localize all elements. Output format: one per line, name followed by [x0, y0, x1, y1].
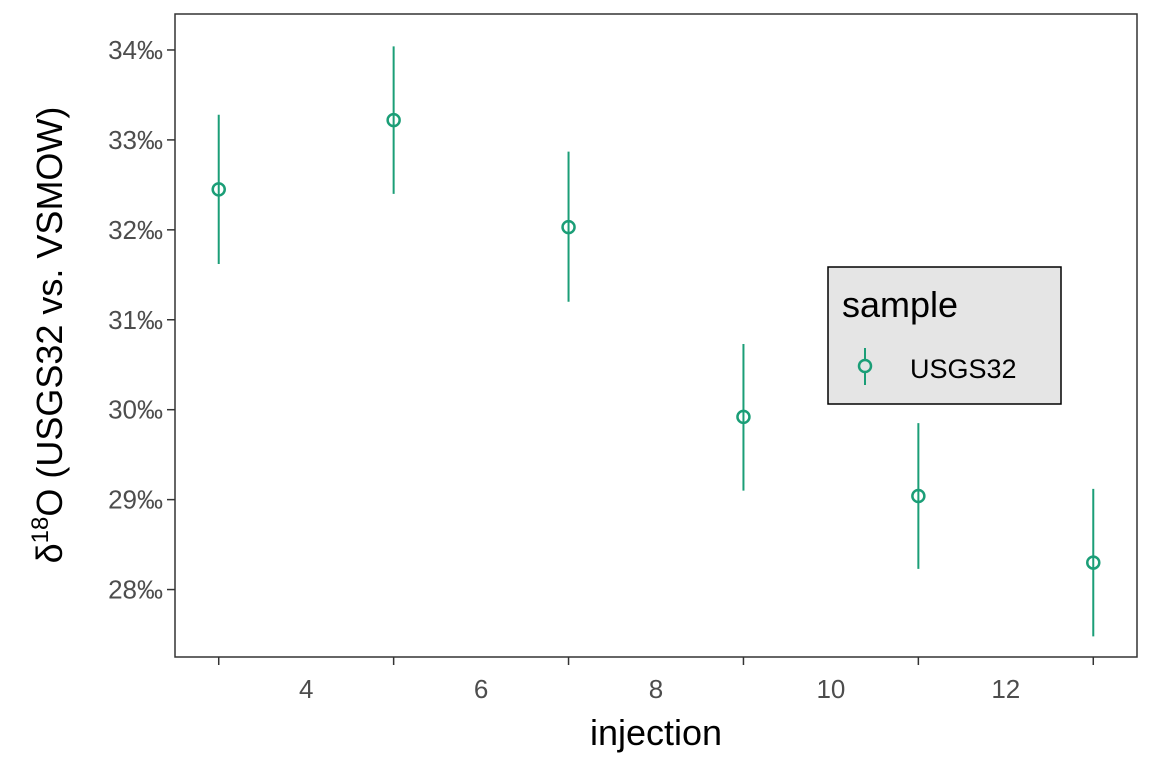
y-tick-label-33: 33‰: [108, 125, 163, 155]
y-tick-label-32: 32‰: [108, 215, 163, 245]
point-5: [386, 112, 401, 128]
y-tick-label-34: 34‰: [108, 35, 163, 65]
x-tick-label-12: 12: [991, 674, 1020, 704]
y-axis-title: δ18O (USGS32 vs. VSMOW): [27, 107, 70, 564]
error-bars: [217, 46, 1095, 637]
legend-box: [827, 266, 1062, 405]
y-tick-label-28: 28‰: [108, 575, 163, 605]
legend-key-marker: [857, 358, 873, 374]
y-axis-title-prefix: δ: [29, 543, 70, 563]
y-tick-label-31: 31‰: [108, 305, 163, 335]
data-points: [211, 112, 1101, 570]
point-3: [211, 182, 226, 197]
x-tick-label-6: 6: [474, 674, 488, 704]
point-13: [1086, 555, 1101, 570]
y-tick-label-29: 29‰: [108, 485, 163, 515]
y-tick-label-30: 30‰: [108, 395, 163, 425]
legend: sample USGS32: [827, 266, 1062, 405]
y-axis: 28‰ 29‰ 30‰ 31‰ 32‰ 33‰ 34‰: [108, 35, 175, 605]
y-axis-title-superscript: 18: [27, 517, 54, 544]
x-axis-title: injection: [590, 712, 722, 753]
x-tick-label-10: 10: [816, 674, 845, 704]
legend-label-usgs32: USGS32: [910, 354, 1017, 384]
x-tick-label-4: 4: [299, 674, 313, 704]
x-axis: 4 6 8 10 12: [217, 657, 1095, 704]
legend-title: sample: [842, 284, 958, 325]
point-7: [561, 219, 576, 235]
point-11: [911, 488, 926, 504]
legend-key-usgs32: [857, 348, 873, 385]
point-9: [736, 409, 751, 425]
x-tick-label-8: 8: [649, 674, 663, 704]
y-axis-title-rest: O (USGS32 vs. VSMOW): [29, 107, 70, 517]
